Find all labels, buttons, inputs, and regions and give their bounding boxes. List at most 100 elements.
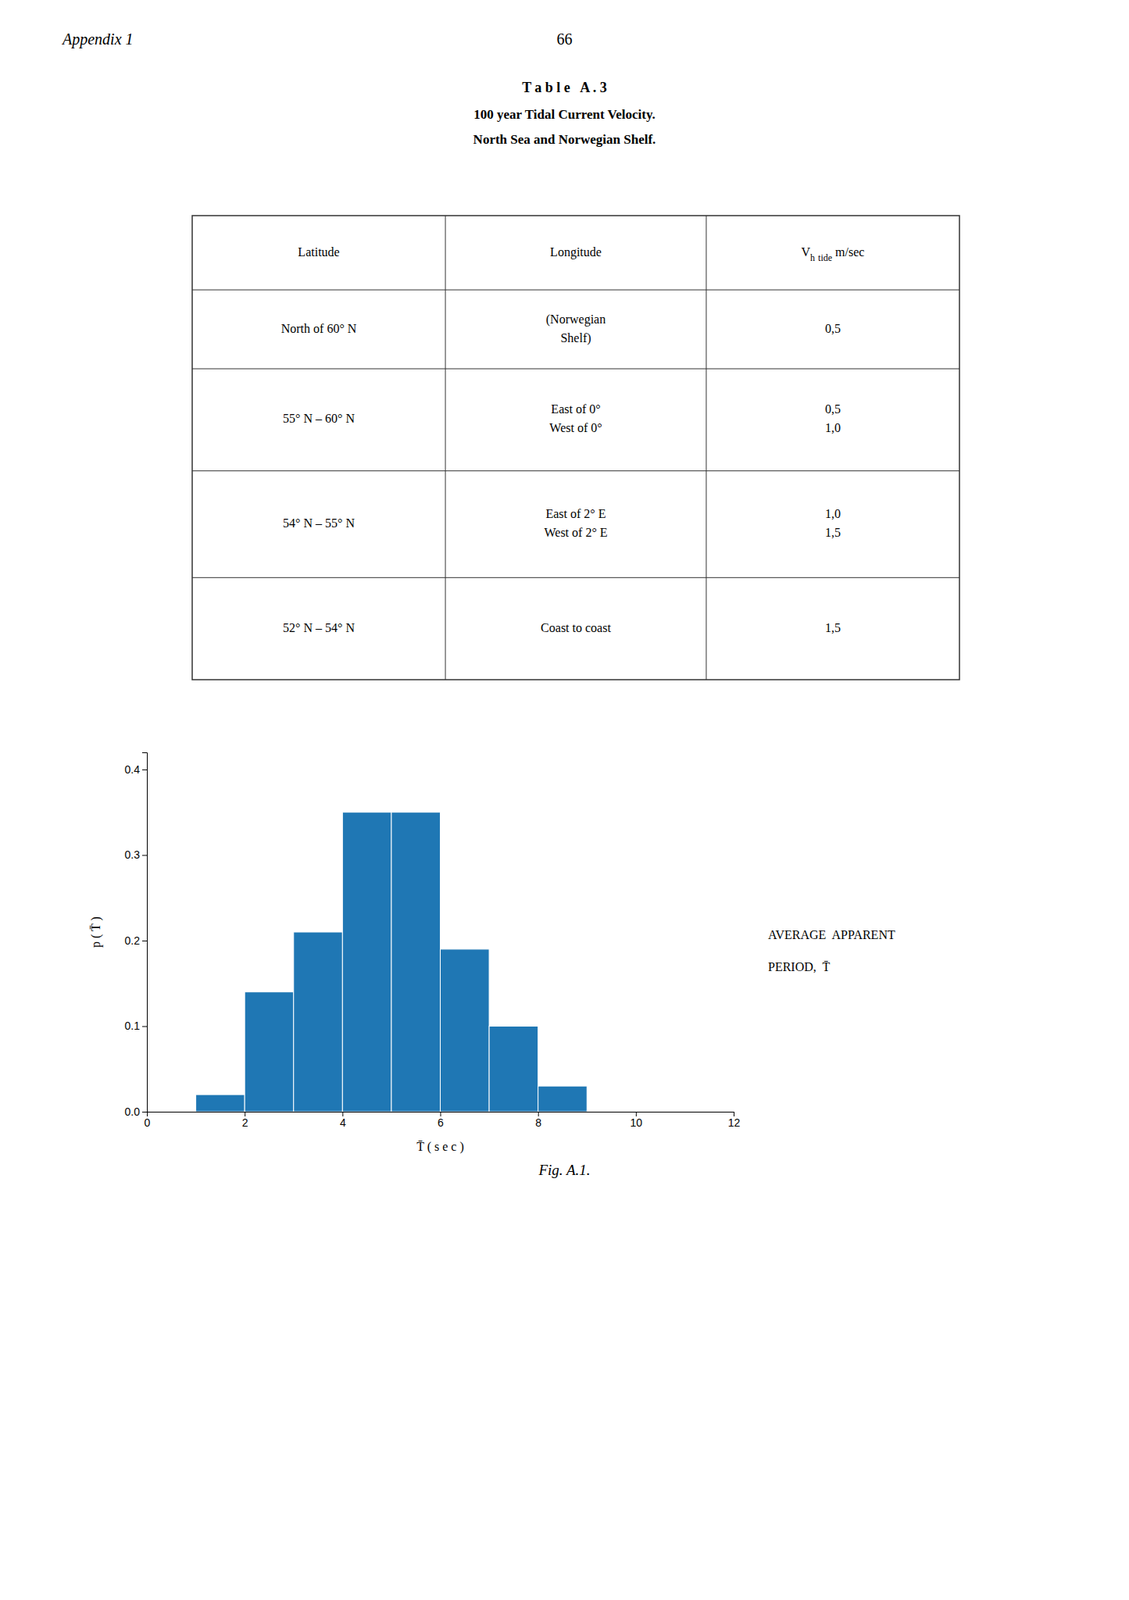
y-axis-title: p ( T̄ ) [89, 916, 104, 948]
tick-mark [142, 1111, 147, 1113]
tick-label: 0.1 [125, 1019, 141, 1033]
axis-line [142, 753, 148, 1113]
tick-label: 12 [728, 1116, 741, 1129]
tick-mark [142, 769, 147, 771]
tick-label: 4 [339, 1116, 347, 1129]
page-number: 66 [557, 30, 573, 48]
bars [196, 812, 588, 1112]
annotation: AVERAGE APPARENT PERIOD, T̄ [768, 928, 896, 974]
tick: 2 [242, 1111, 249, 1129]
table-title: T a b l e A . 3 100 year Tidal Current Ve… [473, 79, 657, 147]
table-cell-line: 1,5 [825, 525, 841, 540]
table-cell-line: North of 60° N [281, 321, 358, 335]
tick-label: 0.0 [125, 1105, 141, 1119]
page-header: Appendix 1 66 [60, 30, 573, 49]
tick: 6 [437, 1111, 444, 1129]
table: Latitude Longitude Vh tide m/sec North of 6… [192, 215, 960, 680]
table-cell-line: 1,5 [825, 620, 841, 634]
table-cell: (Norwegian Shelf) [546, 311, 606, 345]
table-row-rule [192, 368, 960, 370]
table-cell-line: 1,0 [825, 507, 841, 521]
table-cell-line: 1,0 [825, 421, 841, 435]
table-cell-line: 55° N – 60° N [282, 411, 355, 426]
table-title-line: North Sea and Norwegian Shelf. [473, 132, 657, 147]
tick-label: 0.2 [125, 934, 141, 947]
x-axis-title: T̄ ( s e c ) [416, 1139, 465, 1155]
tick-label: 0 [144, 1116, 151, 1129]
bar [244, 992, 294, 1112]
table-column-header-part: Latitude [297, 244, 340, 258]
table-cell-line: Shelf) [560, 330, 591, 345]
tick-label: 0.4 [125, 763, 141, 776]
bar [440, 949, 490, 1112]
tick-label: 2 [242, 1116, 249, 1129]
tick-mark [142, 1025, 147, 1027]
table-cell: 55° N – 60° N [282, 411, 355, 426]
annotation-line: PERIOD, T̄ [768, 960, 830, 974]
table-cell: East of 0° West of 0° [549, 402, 602, 435]
tick: 12 [728, 1111, 741, 1129]
table-column-header-part: tide [818, 251, 833, 263]
table-cell: 54° N – 55° N [282, 516, 355, 530]
table-cell-line: East of 0° [550, 402, 601, 416]
table-title-line: 100 year Tidal Current Velocity. [473, 107, 656, 122]
table-cell-line: West of 2° E [543, 525, 608, 540]
table-column-header: Latitude [297, 244, 340, 258]
tick-label: 6 [437, 1116, 444, 1129]
tick: 0.2 [125, 934, 147, 947]
annotation-line: AVERAGE APPARENT [768, 928, 896, 942]
tick-label: 10 [630, 1116, 644, 1129]
table-column-header-part: Longitude [550, 244, 602, 259]
table-cell-line: 0,5 [825, 321, 841, 335]
tick: 0.1 [125, 1019, 147, 1033]
table-column-header: Longitude [550, 244, 602, 259]
tick: 0 [144, 1111, 151, 1129]
table-cell: North of 60° N [281, 321, 358, 335]
tick: 4 [339, 1111, 347, 1129]
table-cell: East of 2° E West of 2° E [543, 507, 608, 540]
tick-label: 0.3 [125, 848, 141, 862]
tick-label: 8 [535, 1116, 542, 1129]
table-cell: 1,01,5 [825, 507, 841, 540]
bar [489, 1025, 539, 1112]
table-column-header-part: m/sec [832, 244, 865, 258]
table-column-header: Vh tide m/sec [801, 244, 865, 263]
table-column-rule [705, 215, 707, 680]
x-axis: 0 2 4 6 8 10 12 [144, 1111, 741, 1129]
table-row-rule [192, 289, 960, 291]
tick: 0.0 [125, 1105, 147, 1119]
bar [391, 812, 441, 1112]
tick: 0.3 [125, 848, 147, 862]
table-cell-line: 54° N – 55° N [282, 516, 355, 530]
tick: 10 [630, 1111, 644, 1129]
tick-mark [142, 854, 147, 856]
table-cell-line: (Norwegian [546, 311, 606, 326]
table-cell-line: West of 0° [549, 421, 602, 435]
figure-caption: Fig. A.1. [537, 1161, 590, 1179]
bar [293, 932, 343, 1112]
page: Appendix 1 66 T a b l e A . 3 100 year Tida… [0, 0, 1129, 1600]
table-border [192, 215, 960, 680]
bar [342, 812, 392, 1112]
histogram: 0 2 4 6 8 10 12 0.0 0.1 0.2 0.3 0.4 T̄ ( s e c ) p ( … [89, 753, 896, 1155]
table-cell: 0,51,0 [825, 402, 841, 435]
table-row-rule [192, 577, 960, 579]
tick: 0.4 [125, 763, 147, 776]
tick: 8 [535, 1111, 542, 1129]
bar [538, 1086, 588, 1112]
y-axis: 0.0 0.1 0.2 0.3 0.4 [125, 753, 148, 1119]
table-title-line: T a b l e A . 3 [521, 79, 608, 96]
table-cell-line: Coast to coast [540, 620, 611, 634]
table-cell: 0,5 [825, 321, 841, 335]
table-cell-line: 0,5 [825, 402, 841, 416]
table-column-header-part: V [801, 244, 812, 258]
table-cell-line: 52° N – 54° N [282, 620, 355, 634]
table-cell: 52° N – 54° N [282, 620, 355, 634]
table-column-rule [445, 215, 447, 680]
table-cell: Coast to coast [540, 620, 611, 634]
table-cell-line: East of 2° E [545, 507, 606, 521]
table-cell: 1,5 [825, 620, 841, 634]
tick-mark [142, 940, 147, 942]
bar [196, 1094, 246, 1112]
page-title: Appendix 1 [60, 30, 134, 49]
